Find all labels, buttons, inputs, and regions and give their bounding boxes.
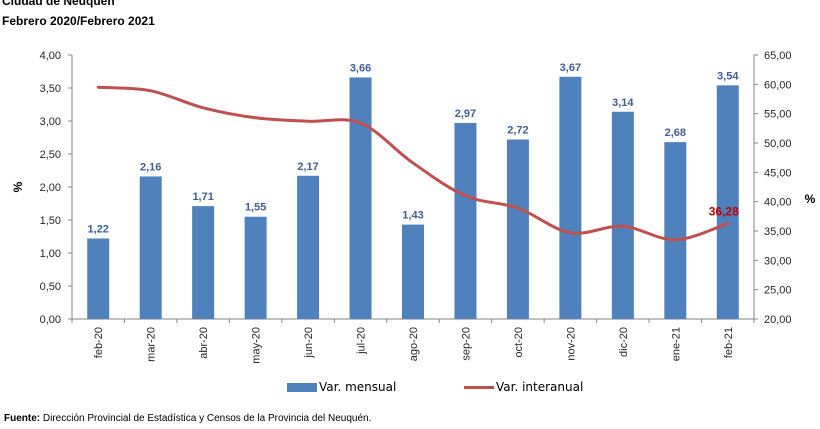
bar-dic-20 xyxy=(611,111,634,319)
bar-data-label: 1,55 xyxy=(245,202,266,214)
x-tick-label: ene-21 xyxy=(670,327,682,361)
y-tick-label-left: 0,00 xyxy=(40,314,61,326)
x-tick-label: jun-20 xyxy=(303,327,315,359)
bar-data-label: 2,97 xyxy=(455,108,476,120)
bar-data-label: 3,66 xyxy=(350,62,371,74)
bar-jul-20 xyxy=(349,77,372,319)
y-tick-label-left: 1,50 xyxy=(40,215,61,227)
bar-ene-21 xyxy=(664,142,687,319)
y-tick-label-right: 20,00 xyxy=(764,314,792,326)
y-tick-label-left: 3,50 xyxy=(40,83,61,95)
y-tick-label-left: 3,00 xyxy=(40,116,61,128)
y-tick-label-left: 2,00 xyxy=(40,182,61,194)
bar-data-label: 3,67 xyxy=(560,62,581,74)
bar-data-label: 2,17 xyxy=(297,161,318,173)
y-tick-label-left: 2,50 xyxy=(40,149,61,161)
bar-data-label: 2,16 xyxy=(140,161,161,173)
source-note: Fuente: Dirección Provincial de Estadíst… xyxy=(4,413,371,424)
legend-bar-label: Var. mensual xyxy=(319,380,397,394)
y-tick-label-right: 50,00 xyxy=(764,138,792,150)
source-text: Dirección Provincial de Estadística y Ce… xyxy=(42,413,372,424)
x-tick-label: feb-21 xyxy=(723,327,735,358)
x-tick-label: feb-20 xyxy=(93,327,105,358)
legend-line-label: Var. interanual xyxy=(496,380,584,394)
y-tick-label-right: 55,00 xyxy=(764,109,792,121)
y-tick-label-right: 45,00 xyxy=(764,167,792,179)
y-tick-label-right: 35,00 xyxy=(764,226,792,238)
x-tick-label: ago-20 xyxy=(408,327,420,361)
y-tick-label-left: 4,00 xyxy=(40,50,61,62)
bar-jun-20 xyxy=(297,175,320,319)
bar-abr-20 xyxy=(192,206,215,319)
bar-data-label: 3,14 xyxy=(612,97,634,109)
legend-item-bar: Var. mensual xyxy=(287,380,396,394)
x-tick-label: nov-20 xyxy=(565,327,577,361)
x-tick-label: dic-20 xyxy=(618,327,630,357)
bar-data-label: 2,68 xyxy=(665,127,686,139)
x-tick-label: may-20 xyxy=(251,327,263,364)
x-tick-label: jul-20 xyxy=(356,327,368,355)
line-data-label: 36,28 xyxy=(709,204,739,218)
y-tick-label-right: 25,00 xyxy=(764,285,792,297)
y-axis-label-left: % xyxy=(11,181,25,192)
x-tick-label: sep-20 xyxy=(460,327,472,361)
x-tick-label: oct-20 xyxy=(513,327,525,358)
y-tick-label-right: 40,00 xyxy=(764,197,792,209)
x-tick-label: mar-20 xyxy=(146,327,158,362)
legend-item-line: Var. interanual xyxy=(464,380,583,394)
bar-data-label: 1,22 xyxy=(88,223,109,235)
y-axis-label-right: % xyxy=(805,192,816,206)
bar-may-20 xyxy=(244,216,267,319)
bar-data-label: 1,43 xyxy=(402,210,423,222)
y-tick-label-right: 60,00 xyxy=(764,79,792,91)
bar-data-label: 2,72 xyxy=(507,124,528,136)
bar-nov-20 xyxy=(559,76,582,319)
y-tick-label-left: 1,00 xyxy=(40,248,61,260)
bar-data-label: 1,71 xyxy=(192,191,213,203)
bar-ago-20 xyxy=(402,224,424,319)
y-tick-label-right: 30,00 xyxy=(764,255,792,267)
legend-line-swatch xyxy=(464,385,494,389)
bar-mar-20 xyxy=(139,176,162,319)
x-tick-label: abr-20 xyxy=(198,327,210,359)
chart-canvas: 0,00 0,50 1,00 1,50 2,00 2,50 3,00 3,50 4,00 20,0… xyxy=(11,50,816,364)
bar-oct-20 xyxy=(506,139,529,319)
legend-bar-swatch xyxy=(287,382,317,392)
y-tick-label-left: 0,50 xyxy=(40,281,61,293)
chart-subtitle: Febrero 2020/Febrero 2021 xyxy=(2,14,155,28)
bar-data-label: 3,54 xyxy=(717,70,739,82)
bar-feb-20 xyxy=(87,238,110,319)
chart-title: Ciudad de Neuquén xyxy=(2,0,115,8)
y-tick-label-right: 65,00 xyxy=(764,50,792,62)
source-label: Fuente: xyxy=(4,413,41,424)
bar-feb-21 xyxy=(716,85,739,319)
bar-sep-20 xyxy=(454,122,477,319)
